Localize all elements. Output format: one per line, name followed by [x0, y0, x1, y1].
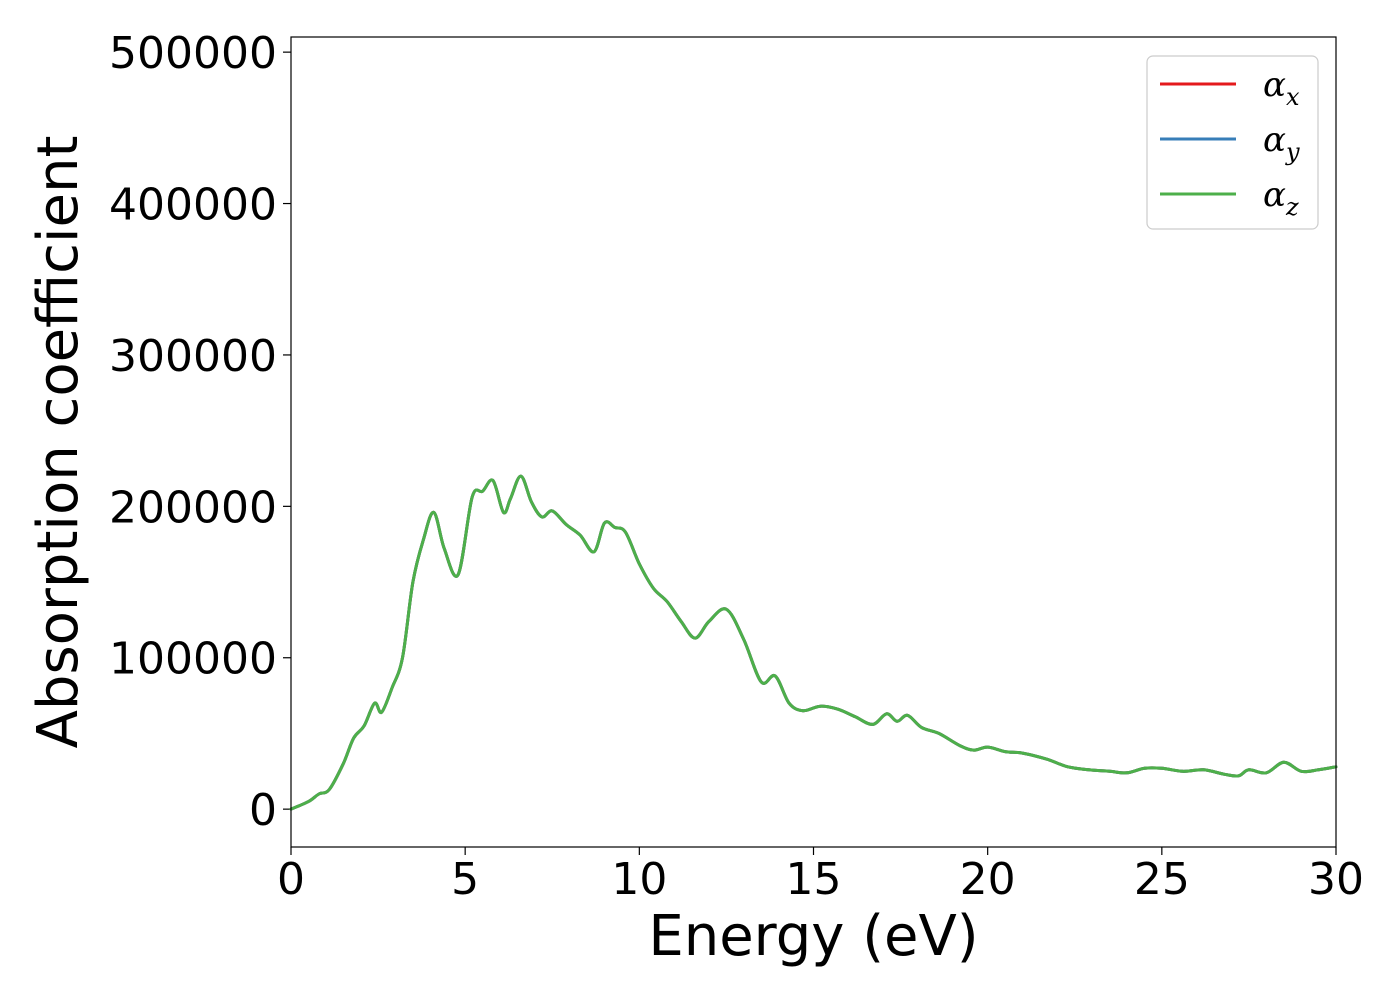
- legend-box: [1146, 55, 1319, 230]
- x-tick-label: 0: [277, 854, 305, 905]
- series-line-αz: [289, 474, 1338, 811]
- y-axis-label: Absorption coefficient: [26, 136, 91, 749]
- series-line-αx: [289, 474, 1338, 811]
- x-tick-label: 10: [611, 854, 667, 905]
- y-tick-label: 100000: [109, 634, 277, 685]
- legend-label-base: α: [1263, 65, 1286, 105]
- series-lines: [289, 474, 1338, 811]
- legend-label-sub: x: [1286, 83, 1300, 111]
- x-tick-label: 25: [1134, 854, 1190, 905]
- legend-label-base: α: [1263, 175, 1286, 215]
- x-tick-label: 5: [451, 854, 479, 905]
- x-axis-label: Energy (eV): [648, 904, 978, 969]
- y-tick-label: 500000: [109, 28, 277, 79]
- y-tick-label: 200000: [109, 482, 277, 533]
- series-line-αy: [289, 474, 1338, 811]
- legend-label: αy: [1263, 120, 1300, 166]
- y-tick-label: 0: [249, 785, 277, 836]
- y-tick-label: 300000: [109, 331, 277, 382]
- legend-label: αz: [1263, 175, 1299, 221]
- legend-label-sub: z: [1285, 193, 1299, 221]
- legend-label: αx: [1263, 65, 1300, 111]
- legend-label-base: α: [1263, 120, 1286, 160]
- x-ticks: 0 5 10 15 20 25 30: [277, 847, 1364, 905]
- x-tick-label: 15: [786, 854, 842, 905]
- y-ticks: 0 100000 200000 300000 400000 500000: [109, 28, 291, 836]
- y-tick-label: 400000: [109, 180, 277, 231]
- x-tick-label: 30: [1308, 854, 1364, 905]
- plot-frame: [290, 36, 1337, 848]
- x-tick-label: 20: [960, 854, 1016, 905]
- legend-label-sub: y: [1285, 138, 1300, 166]
